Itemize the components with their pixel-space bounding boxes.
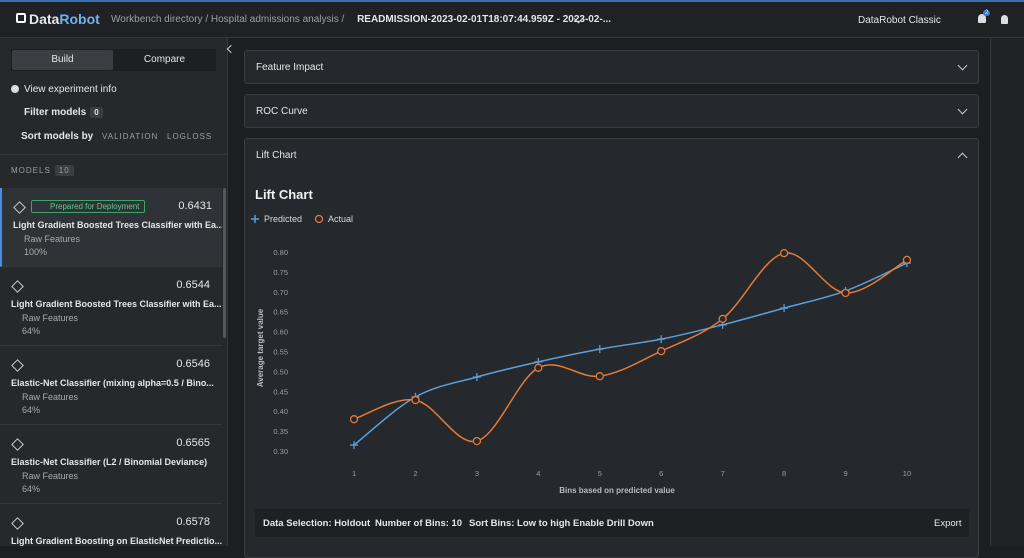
sort[interactable]: Sort models by <box>21 131 94 142</box>
model-list: Prepared for Deployment 0.6431 Light Gradi… <box>0 188 222 546</box>
score: 0.6578 <box>176 516 210 528</box>
deploy-badge: Prepared for Deployment <box>31 200 146 213</box>
score: 0.6544 <box>176 279 210 291</box>
filter-count: 0 <box>90 107 103 118</box>
sample: 64% <box>22 484 41 494</box>
model-name: Light Gradient Boosting on ElasticNet Pr… <box>11 536 222 546</box>
right-rail <box>990 38 1024 546</box>
filter[interactable]: Filter models 0 <box>24 107 103 118</box>
toolbar: Data Selection: Holdout Number of Bins: … <box>255 509 969 537</box>
tool[interactable]: Enable Drill Down <box>573 518 654 529</box>
model-name: Elastic-Net Classifier (L2 / Binomial De… <box>11 457 208 467</box>
brand-part: Data <box>29 11 60 27</box>
info-icon <box>11 85 19 93</box>
export[interactable]: Export <box>934 518 962 529</box>
badge: 2 <box>983 10 991 16</box>
filter-label: Filter models <box>24 107 87 118</box>
sep: / <box>341 14 345 25</box>
tool[interactable]: Data Selection: Holdout <box>263 518 371 529</box>
panel: Lift Chart Data Selection: Holdout Numbe… <box>244 138 979 558</box>
panel[interactable]: Feature Impact <box>244 50 979 84</box>
tab[interactable]: Compare <box>143 54 186 65</box>
tabs: Build Compare <box>11 49 216 71</box>
scrollbar <box>223 188 226 338</box>
crumb[interactable]: READMISSION-2023-02-01T18:07:44.959Z - 2… <box>357 14 612 25</box>
collapse[interactable] <box>226 44 236 54</box>
panel-title: ROC Curve <box>256 106 308 117</box>
header: DataRobot Workbench directory / Hospital… <box>0 0 1024 38</box>
model-name: Light Gradient Boosted Trees Classifier … <box>13 220 222 230</box>
breadcrumb: Workbench directory / Hospital admission… <box>111 14 611 25</box>
models-label: MODELS <box>11 166 51 175</box>
features: Raw Features <box>24 234 81 244</box>
model-card[interactable]: 0.6578 Light Gradient Boosting on Elastic… <box>0 504 222 546</box>
brand-part: Robot <box>59 11 100 27</box>
panel-title: Lift Chart <box>256 150 297 161</box>
model-name: Elastic-Net Classifier (mixing alpha=0.5… <box>11 378 214 388</box>
tool[interactable]: Sort Bins: Low to high <box>469 518 571 529</box>
tool[interactable]: Number of Bins: 10 <box>375 518 463 529</box>
features: Raw Features <box>22 471 79 481</box>
sidebar: Build Compare View experiment info Filte… <box>0 38 228 546</box>
bell[interactable] <box>978 14 986 23</box>
score: 0.6565 <box>176 437 210 449</box>
panel[interactable]: ROC Curve <box>244 94 979 128</box>
tab[interactable]: Build <box>12 50 113 70</box>
classic-link[interactable]: DataRobot Classic <box>858 15 941 26</box>
sep: / <box>205 14 209 25</box>
panel-title: Feature Impact <box>256 62 324 73</box>
star[interactable] <box>11 517 24 530</box>
star[interactable] <box>11 438 24 451</box>
user[interactable] <box>1001 15 1008 24</box>
models-count: 10 <box>54 165 74 176</box>
star[interactable] <box>11 359 24 372</box>
star[interactable] <box>11 280 24 293</box>
sample: 64% <box>22 405 41 415</box>
metric: LOGLOSS <box>167 132 213 141</box>
chevron[interactable] <box>957 152 968 163</box>
sample: 100% <box>24 247 48 257</box>
brand: DataRobot <box>29 11 100 27</box>
model-card[interactable]: 0.6544 Light Gradient Boosted Trees Class… <box>0 267 222 346</box>
divider <box>0 154 227 155</box>
features: Raw Features <box>22 392 79 402</box>
models-header: MODELS 10 <box>11 165 74 176</box>
sample: 64% <box>22 326 41 336</box>
logo-icon <box>16 13 26 23</box>
score: 0.6431 <box>178 200 212 212</box>
features: Raw Features <box>22 313 79 323</box>
chevron <box>957 60 968 71</box>
crumb[interactable]: Hospital admissions analysis <box>210 14 339 25</box>
chevron <box>957 104 968 115</box>
model-name: Light Gradient Boosted Trees Classifier … <box>11 299 222 309</box>
model-card[interactable]: 0.6546 Elastic-Net Classifier (mixing alp… <box>0 346 222 425</box>
model-card[interactable]: Prepared for Deployment 0.6431 Light Gradi… <box>0 188 222 267</box>
experiment-link[interactable]: View experiment info <box>24 84 117 95</box>
model-card[interactable]: 0.6565 Elastic-Net Classifier (L2 / Binom… <box>0 425 222 504</box>
crumb[interactable]: Workbench directory <box>111 14 203 25</box>
partition: VALIDATION <box>102 132 159 141</box>
star[interactable] <box>13 201 26 214</box>
score: 0.6546 <box>176 358 210 370</box>
